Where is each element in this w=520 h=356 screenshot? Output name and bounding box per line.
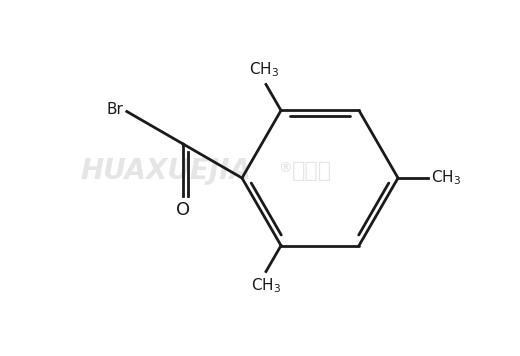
Text: CH$_3$: CH$_3$: [431, 169, 461, 187]
Text: Br: Br: [107, 102, 124, 117]
Text: 化学加: 化学加: [292, 161, 332, 181]
Text: HUAXUEJIA: HUAXUEJIA: [80, 157, 251, 185]
Text: O: O: [176, 201, 190, 219]
Text: ®: ®: [278, 161, 292, 175]
Text: CH$_3$: CH$_3$: [249, 61, 279, 79]
Text: CH$_3$: CH$_3$: [251, 277, 281, 295]
